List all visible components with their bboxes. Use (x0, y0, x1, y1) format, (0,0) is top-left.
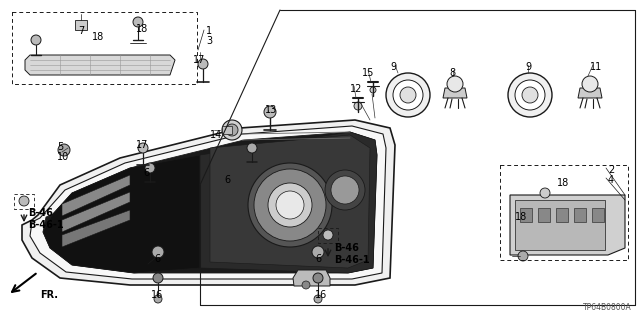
Polygon shape (293, 270, 330, 286)
Text: 8: 8 (449, 68, 455, 78)
Circle shape (313, 273, 323, 283)
Circle shape (314, 295, 322, 303)
Text: 18: 18 (557, 178, 569, 188)
Text: 9: 9 (390, 62, 396, 72)
Circle shape (198, 59, 208, 69)
Circle shape (386, 73, 430, 117)
Text: 6: 6 (143, 168, 149, 178)
Circle shape (370, 87, 376, 93)
Text: 14: 14 (210, 130, 222, 140)
Polygon shape (210, 135, 370, 268)
Text: 2: 2 (608, 165, 614, 175)
Circle shape (400, 87, 416, 103)
Circle shape (515, 80, 545, 110)
Circle shape (302, 281, 310, 289)
Bar (75, 20, 87, 30)
Polygon shape (43, 155, 200, 273)
Circle shape (247, 143, 257, 153)
Polygon shape (22, 120, 395, 285)
Bar (574, 208, 586, 222)
Circle shape (582, 76, 598, 92)
Text: TP64B0800A: TP64B0800A (583, 303, 632, 312)
Polygon shape (62, 192, 130, 232)
Circle shape (154, 295, 162, 303)
Text: B-46: B-46 (28, 208, 53, 218)
Bar (592, 208, 604, 222)
Polygon shape (25, 55, 175, 75)
Bar (222, 126, 232, 134)
Circle shape (323, 230, 333, 240)
Circle shape (264, 106, 276, 118)
Circle shape (354, 102, 362, 110)
Text: 6: 6 (224, 175, 230, 185)
Text: 5: 5 (57, 142, 63, 152)
Circle shape (331, 176, 359, 204)
Circle shape (58, 144, 70, 156)
Circle shape (508, 73, 552, 117)
Text: 16: 16 (315, 290, 327, 300)
Text: 7: 7 (78, 26, 84, 36)
Text: 18: 18 (136, 24, 148, 34)
Text: 1: 1 (206, 26, 212, 36)
Circle shape (145, 163, 155, 173)
Polygon shape (62, 210, 130, 247)
Text: 10: 10 (57, 152, 69, 162)
Text: 11: 11 (590, 62, 602, 72)
Circle shape (276, 191, 304, 219)
Circle shape (222, 120, 242, 140)
Text: FR.: FR. (40, 290, 58, 300)
Text: 4: 4 (608, 175, 614, 185)
Text: B-46: B-46 (334, 243, 359, 253)
Text: 17: 17 (136, 140, 148, 150)
Polygon shape (200, 132, 377, 273)
Text: 6: 6 (315, 254, 321, 264)
Text: B-46-1: B-46-1 (28, 220, 63, 230)
Circle shape (152, 246, 164, 258)
Text: 13: 13 (265, 105, 277, 115)
Text: 18: 18 (515, 212, 527, 222)
Polygon shape (43, 132, 377, 273)
Text: 9: 9 (525, 62, 531, 72)
Polygon shape (578, 88, 602, 98)
Polygon shape (443, 88, 467, 98)
Bar (538, 208, 550, 222)
Circle shape (138, 143, 148, 153)
Circle shape (268, 183, 312, 227)
Circle shape (19, 196, 29, 206)
Circle shape (518, 251, 528, 261)
Bar (556, 208, 568, 222)
Text: 16: 16 (151, 290, 163, 300)
Text: 17: 17 (193, 55, 205, 65)
Text: 12: 12 (350, 84, 362, 94)
Circle shape (133, 17, 143, 27)
Circle shape (522, 87, 538, 103)
Circle shape (31, 35, 41, 45)
Polygon shape (510, 195, 625, 255)
Text: 15: 15 (362, 68, 374, 78)
Bar (520, 208, 532, 222)
Polygon shape (30, 126, 386, 279)
Circle shape (540, 188, 550, 198)
Circle shape (153, 273, 163, 283)
Circle shape (447, 76, 463, 92)
Text: 3: 3 (206, 36, 212, 46)
Circle shape (248, 163, 332, 247)
Circle shape (226, 124, 238, 136)
Circle shape (312, 246, 324, 258)
Circle shape (393, 80, 423, 110)
Text: 18: 18 (92, 32, 104, 42)
Polygon shape (62, 175, 130, 216)
Circle shape (325, 170, 365, 210)
Bar (515, 200, 605, 250)
Text: 6: 6 (154, 254, 160, 264)
Text: B-46-1: B-46-1 (334, 255, 370, 265)
Circle shape (254, 169, 326, 241)
